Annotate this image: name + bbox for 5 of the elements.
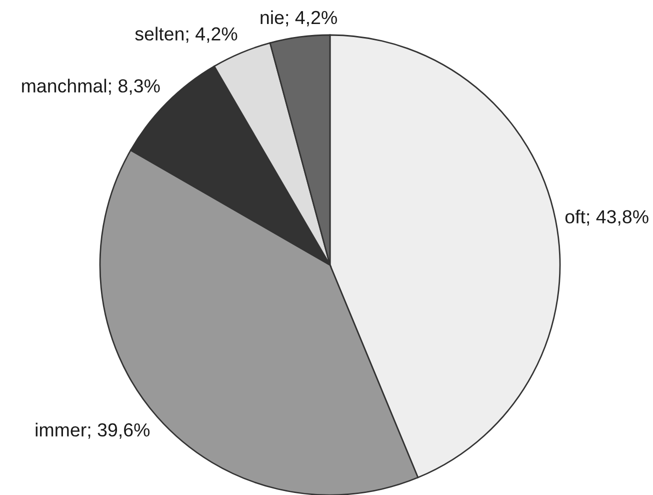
slice-label: nie; 4,2% bbox=[260, 10, 337, 26]
slice-label: selten; 4,2% bbox=[135, 26, 238, 43]
slice-label: immer; 39,6% bbox=[36, 422, 150, 439]
slice-label: oft; 43,8% bbox=[565, 210, 648, 226]
slice-label: manchmal; 8,3% bbox=[22, 78, 160, 95]
